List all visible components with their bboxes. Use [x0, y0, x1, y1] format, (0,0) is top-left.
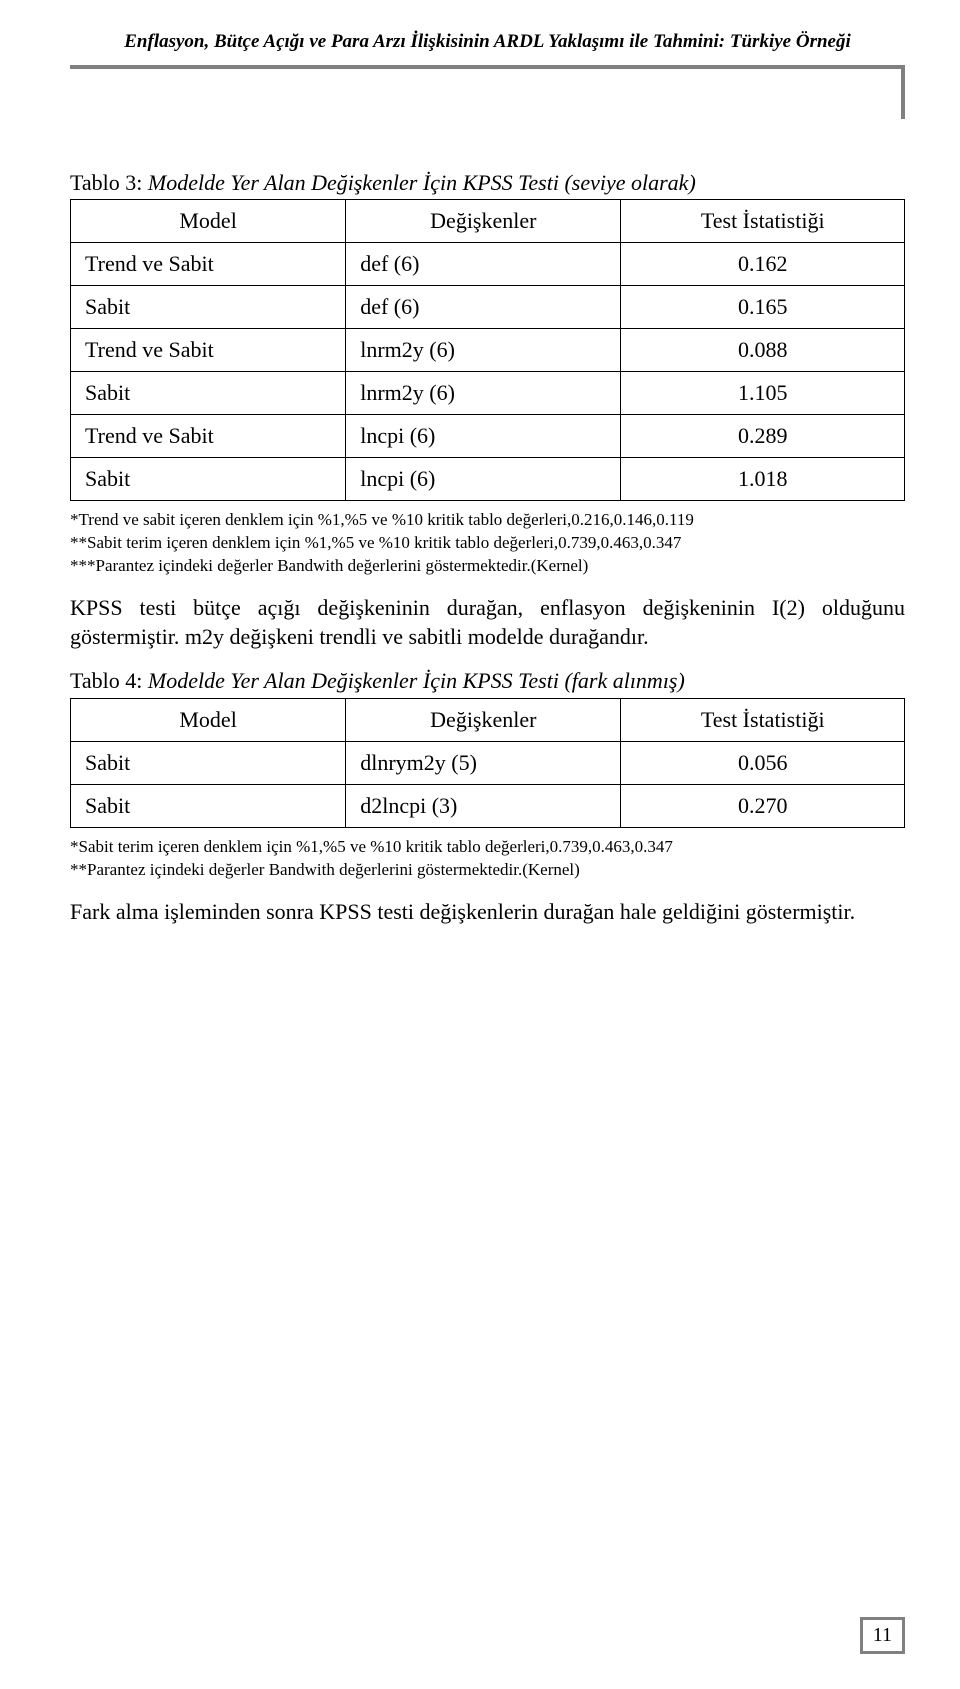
- table4-caption-prefix: Tablo 4:: [70, 668, 148, 693]
- table-row: Sabitdef (6)0.165: [71, 286, 905, 329]
- cell-stat: 1.018: [621, 458, 905, 501]
- table3-col-model: Model: [71, 200, 346, 243]
- paragraph-fark-result: Fark alma işleminden sonra KPSS testi de…: [70, 898, 905, 927]
- cell-model: Sabit: [71, 286, 346, 329]
- header-rule: [70, 59, 905, 119]
- table-row: Trend ve Sabitlnrm2y (6)0.088: [71, 329, 905, 372]
- cell-var: lnrm2y (6): [346, 329, 621, 372]
- table4-col-model: Model: [71, 698, 346, 741]
- table4-footnote: **Parantez içindeki değerler Bandwith de…: [70, 859, 905, 882]
- cell-stat: 1.105: [621, 372, 905, 415]
- cell-var: lncpi (6): [346, 415, 621, 458]
- page-header: Enflasyon, Bütçe Açığı ve Para Arzı İliş…: [70, 30, 905, 119]
- table3-footnote: ***Parantez içindeki değerler Bandwith d…: [70, 555, 905, 578]
- table-row: Sabitlncpi (6)1.018: [71, 458, 905, 501]
- table3-caption-italic: Modelde Yer Alan Değişkenler İçin KPSS T…: [148, 170, 696, 195]
- table4: Model Değişkenler Test İstatistiği Sabit…: [70, 698, 905, 828]
- header-title: Enflasyon, Bütçe Açığı ve Para Arzı İliş…: [70, 30, 905, 55]
- cell-stat: 0.165: [621, 286, 905, 329]
- table4-header-row: Model Değişkenler Test İstatistiği: [71, 698, 905, 741]
- table4-footnote: *Sabit terim içeren denklem için %1,%5 v…: [70, 836, 905, 859]
- cell-stat: 0.289: [621, 415, 905, 458]
- cell-model: Sabit: [71, 372, 346, 415]
- cell-model: Trend ve Sabit: [71, 243, 346, 286]
- cell-model: Sabit: [71, 741, 346, 784]
- table3: Model Değişkenler Test İstatistiği Trend…: [70, 199, 905, 501]
- table3-footnote: *Trend ve sabit içeren denklem için %1,%…: [70, 509, 905, 532]
- cell-model: Sabit: [71, 458, 346, 501]
- cell-var: def (6): [346, 243, 621, 286]
- cell-model: Trend ve Sabit: [71, 415, 346, 458]
- cell-model: Sabit: [71, 784, 346, 827]
- cell-var: d2lncpi (3): [346, 784, 621, 827]
- cell-var: lncpi (6): [346, 458, 621, 501]
- cell-stat: 0.162: [621, 243, 905, 286]
- table3-caption-prefix: Tablo 3:: [70, 170, 148, 195]
- table3-footnotes: *Trend ve sabit içeren denklem için %1,%…: [70, 509, 905, 578]
- table3-caption: Tablo 3: Modelde Yer Alan Değişkenler İç…: [70, 169, 905, 198]
- cell-stat: 0.056: [621, 741, 905, 784]
- table3-footnote: **Sabit terim içeren denklem için %1,%5 …: [70, 532, 905, 555]
- table-row: Sabitd2lncpi (3)0.270: [71, 784, 905, 827]
- cell-var: lnrm2y (6): [346, 372, 621, 415]
- cell-stat: 0.270: [621, 784, 905, 827]
- table-row: Sabitlnrm2y (6)1.105: [71, 372, 905, 415]
- table4-col-var: Değişkenler: [346, 698, 621, 741]
- table-row: Trend ve Sabitdef (6)0.162: [71, 243, 905, 286]
- table3-col-var: Değişkenler: [346, 200, 621, 243]
- cell-stat: 0.088: [621, 329, 905, 372]
- table4-footnotes: *Sabit terim içeren denklem için %1,%5 v…: [70, 836, 905, 882]
- table-row: Trend ve Sabitlncpi (6)0.289: [71, 415, 905, 458]
- cell-model: Trend ve Sabit: [71, 329, 346, 372]
- table3-header-row: Model Değişkenler Test İstatistiği: [71, 200, 905, 243]
- table4-caption-italic: Modelde Yer Alan Değişkenler İçin KPSS T…: [148, 668, 685, 693]
- page-number: 11: [860, 1617, 905, 1654]
- table4-caption: Tablo 4: Modelde Yer Alan Değişkenler İç…: [70, 667, 905, 696]
- table-row: Sabitdlnrym2y (5)0.056: [71, 741, 905, 784]
- cell-var: def (6): [346, 286, 621, 329]
- table3-col-stat: Test İstatistiği: [621, 200, 905, 243]
- cell-var: dlnrym2y (5): [346, 741, 621, 784]
- paragraph-kpss-result: KPSS testi bütçe açığı değişkeninin dura…: [70, 594, 905, 651]
- table4-col-stat: Test İstatistiği: [621, 698, 905, 741]
